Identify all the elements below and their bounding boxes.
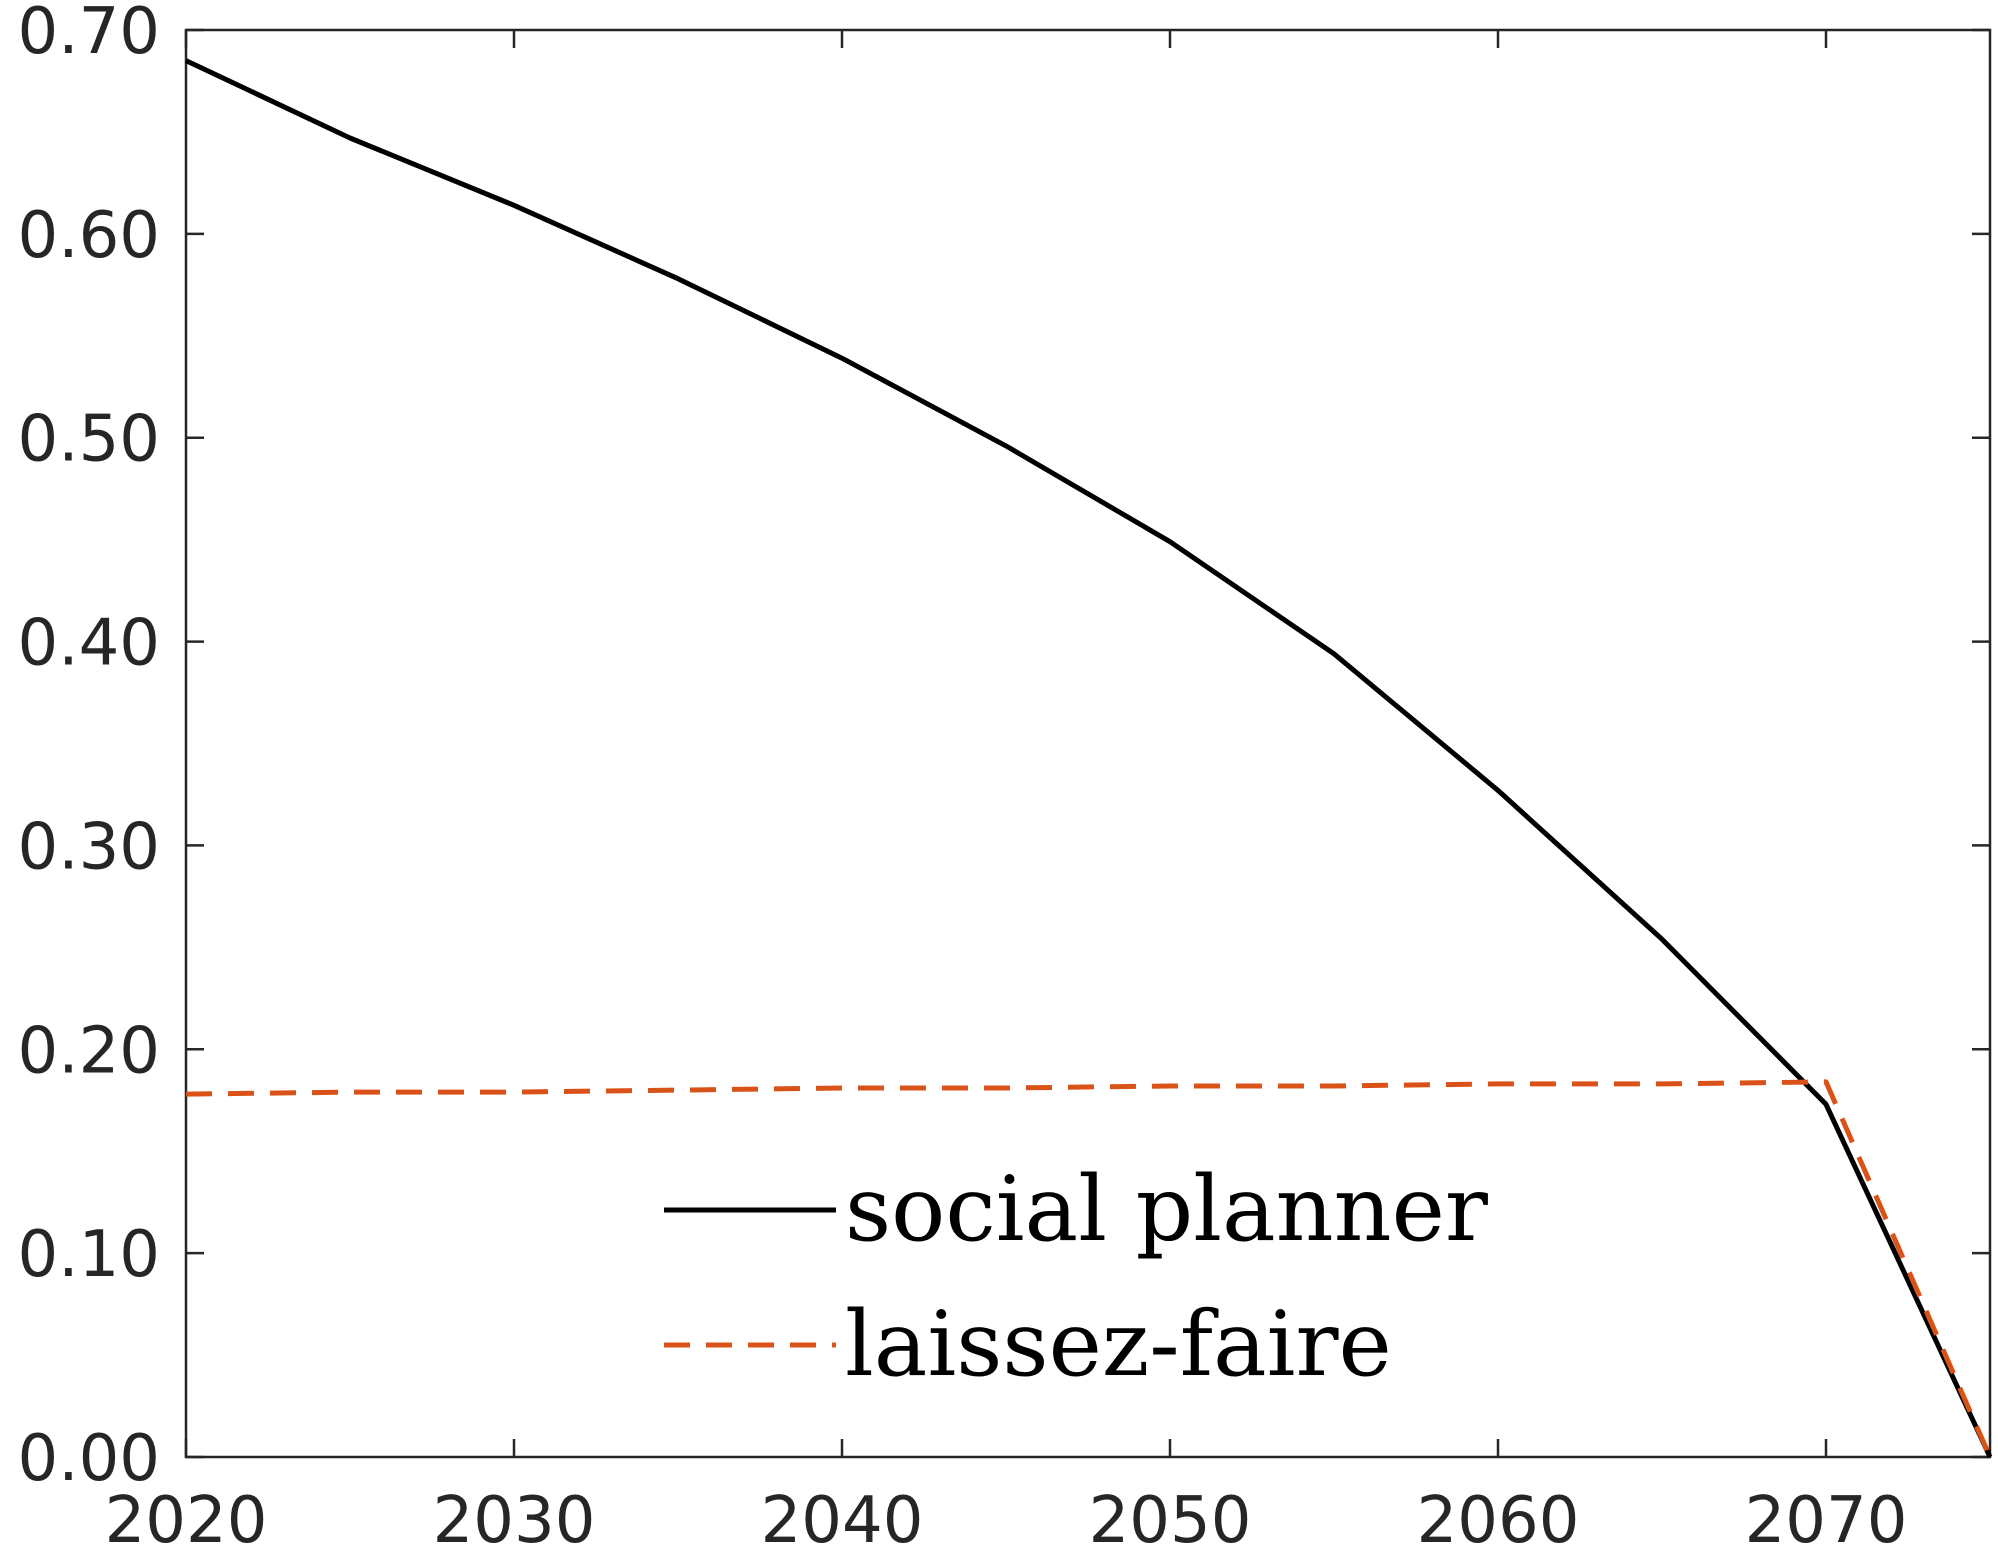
y-tick-label: 0.20 (18, 1014, 161, 1088)
x-tick-label: 2030 (433, 1484, 596, 1554)
legend-label: laissez-faire (845, 1292, 1392, 1397)
y-tick-label: 0.10 (18, 1218, 161, 1292)
legend: social planner laissez-faire (664, 1157, 1489, 1397)
plot-frame (184, 28, 1992, 1459)
series-line-social-planner (184, 58, 1993, 1459)
x-tick-label: 2040 (761, 1484, 924, 1554)
series-line-laissez-faire (185, 1079, 1993, 1459)
x-tick-label: 2070 (1745, 1484, 1908, 1554)
series-layer (184, 58, 1993, 1459)
y-tick-label: 0.50 (18, 403, 161, 477)
axes: 2020 2030 2040 2050 2060 2070 0.00 0.10 0.20 0.30… (18, 0, 1992, 1554)
legend-label: social planner (845, 1157, 1489, 1262)
y-tick-label: 0.30 (18, 810, 161, 884)
y-tick-label: 0.00 (18, 1422, 161, 1496)
y-tick-label: 0.60 (18, 199, 161, 273)
y-tick-label: 0.70 (18, 0, 161, 69)
x-tick-label: 2020 (105, 1484, 268, 1554)
x-tick-label: 2060 (1417, 1484, 1580, 1554)
x-tick-label: 2050 (1089, 1484, 1252, 1554)
y-tick-label: 0.40 (18, 607, 161, 681)
